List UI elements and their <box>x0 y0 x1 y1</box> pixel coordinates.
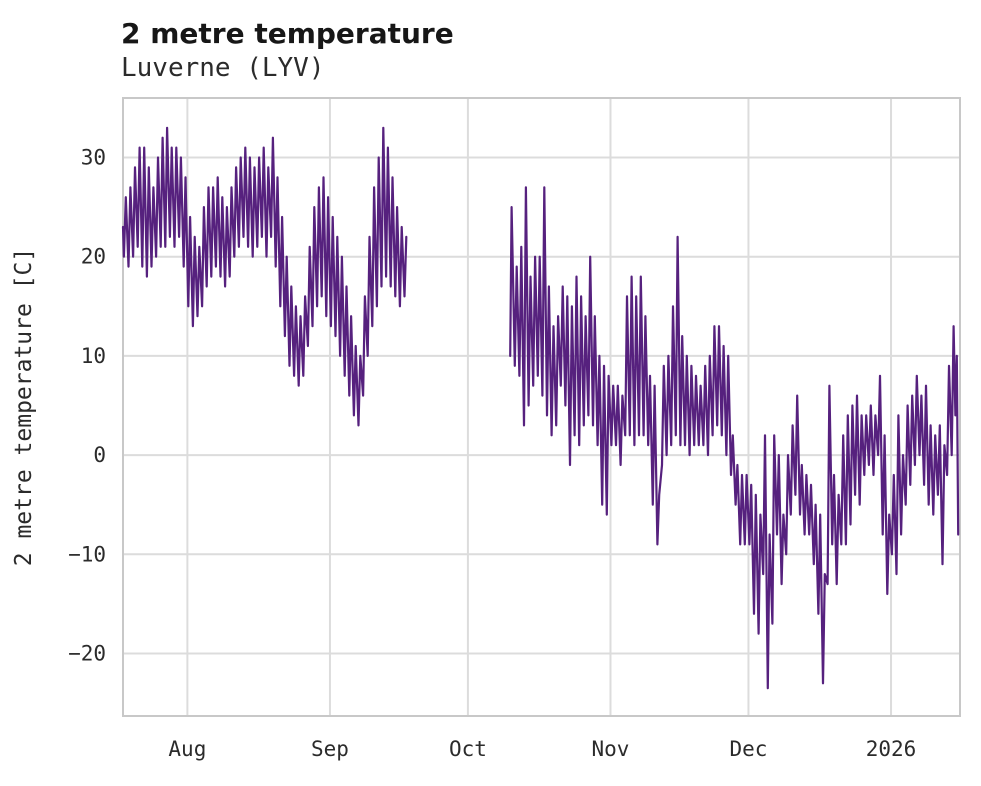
x-tick-label: Aug <box>168 737 206 761</box>
x-tick-label: Nov <box>592 737 630 761</box>
series-layer <box>121 126 960 690</box>
y-tick-label: −10 <box>68 542 106 566</box>
x-tick-label: Dec <box>729 737 767 761</box>
series-oct-jan-segment <box>509 186 960 690</box>
plot-border <box>122 97 961 717</box>
y-tick-label: 10 <box>81 344 106 368</box>
tick-labels-layer: Aug Sep Oct Nov Dec 2026 30 20 10 0 −10 −20 <box>68 146 916 761</box>
x-tick-label: 2026 <box>866 737 917 761</box>
chart-subtitle: Luverne (LYV) <box>121 53 325 83</box>
y-tick-label: 20 <box>81 245 106 269</box>
series-jul-sep-segment <box>121 126 408 427</box>
y-tick-label: 0 <box>93 443 106 467</box>
y-tick-label: −20 <box>68 642 106 666</box>
y-axis-label: 2 metre temperature [C] <box>11 248 37 567</box>
y-tick-label: 30 <box>81 146 106 170</box>
x-tick-label: Oct <box>449 737 487 761</box>
chart-title: 2 metre temperature <box>121 17 454 50</box>
x-tick-label: Sep <box>311 737 349 761</box>
